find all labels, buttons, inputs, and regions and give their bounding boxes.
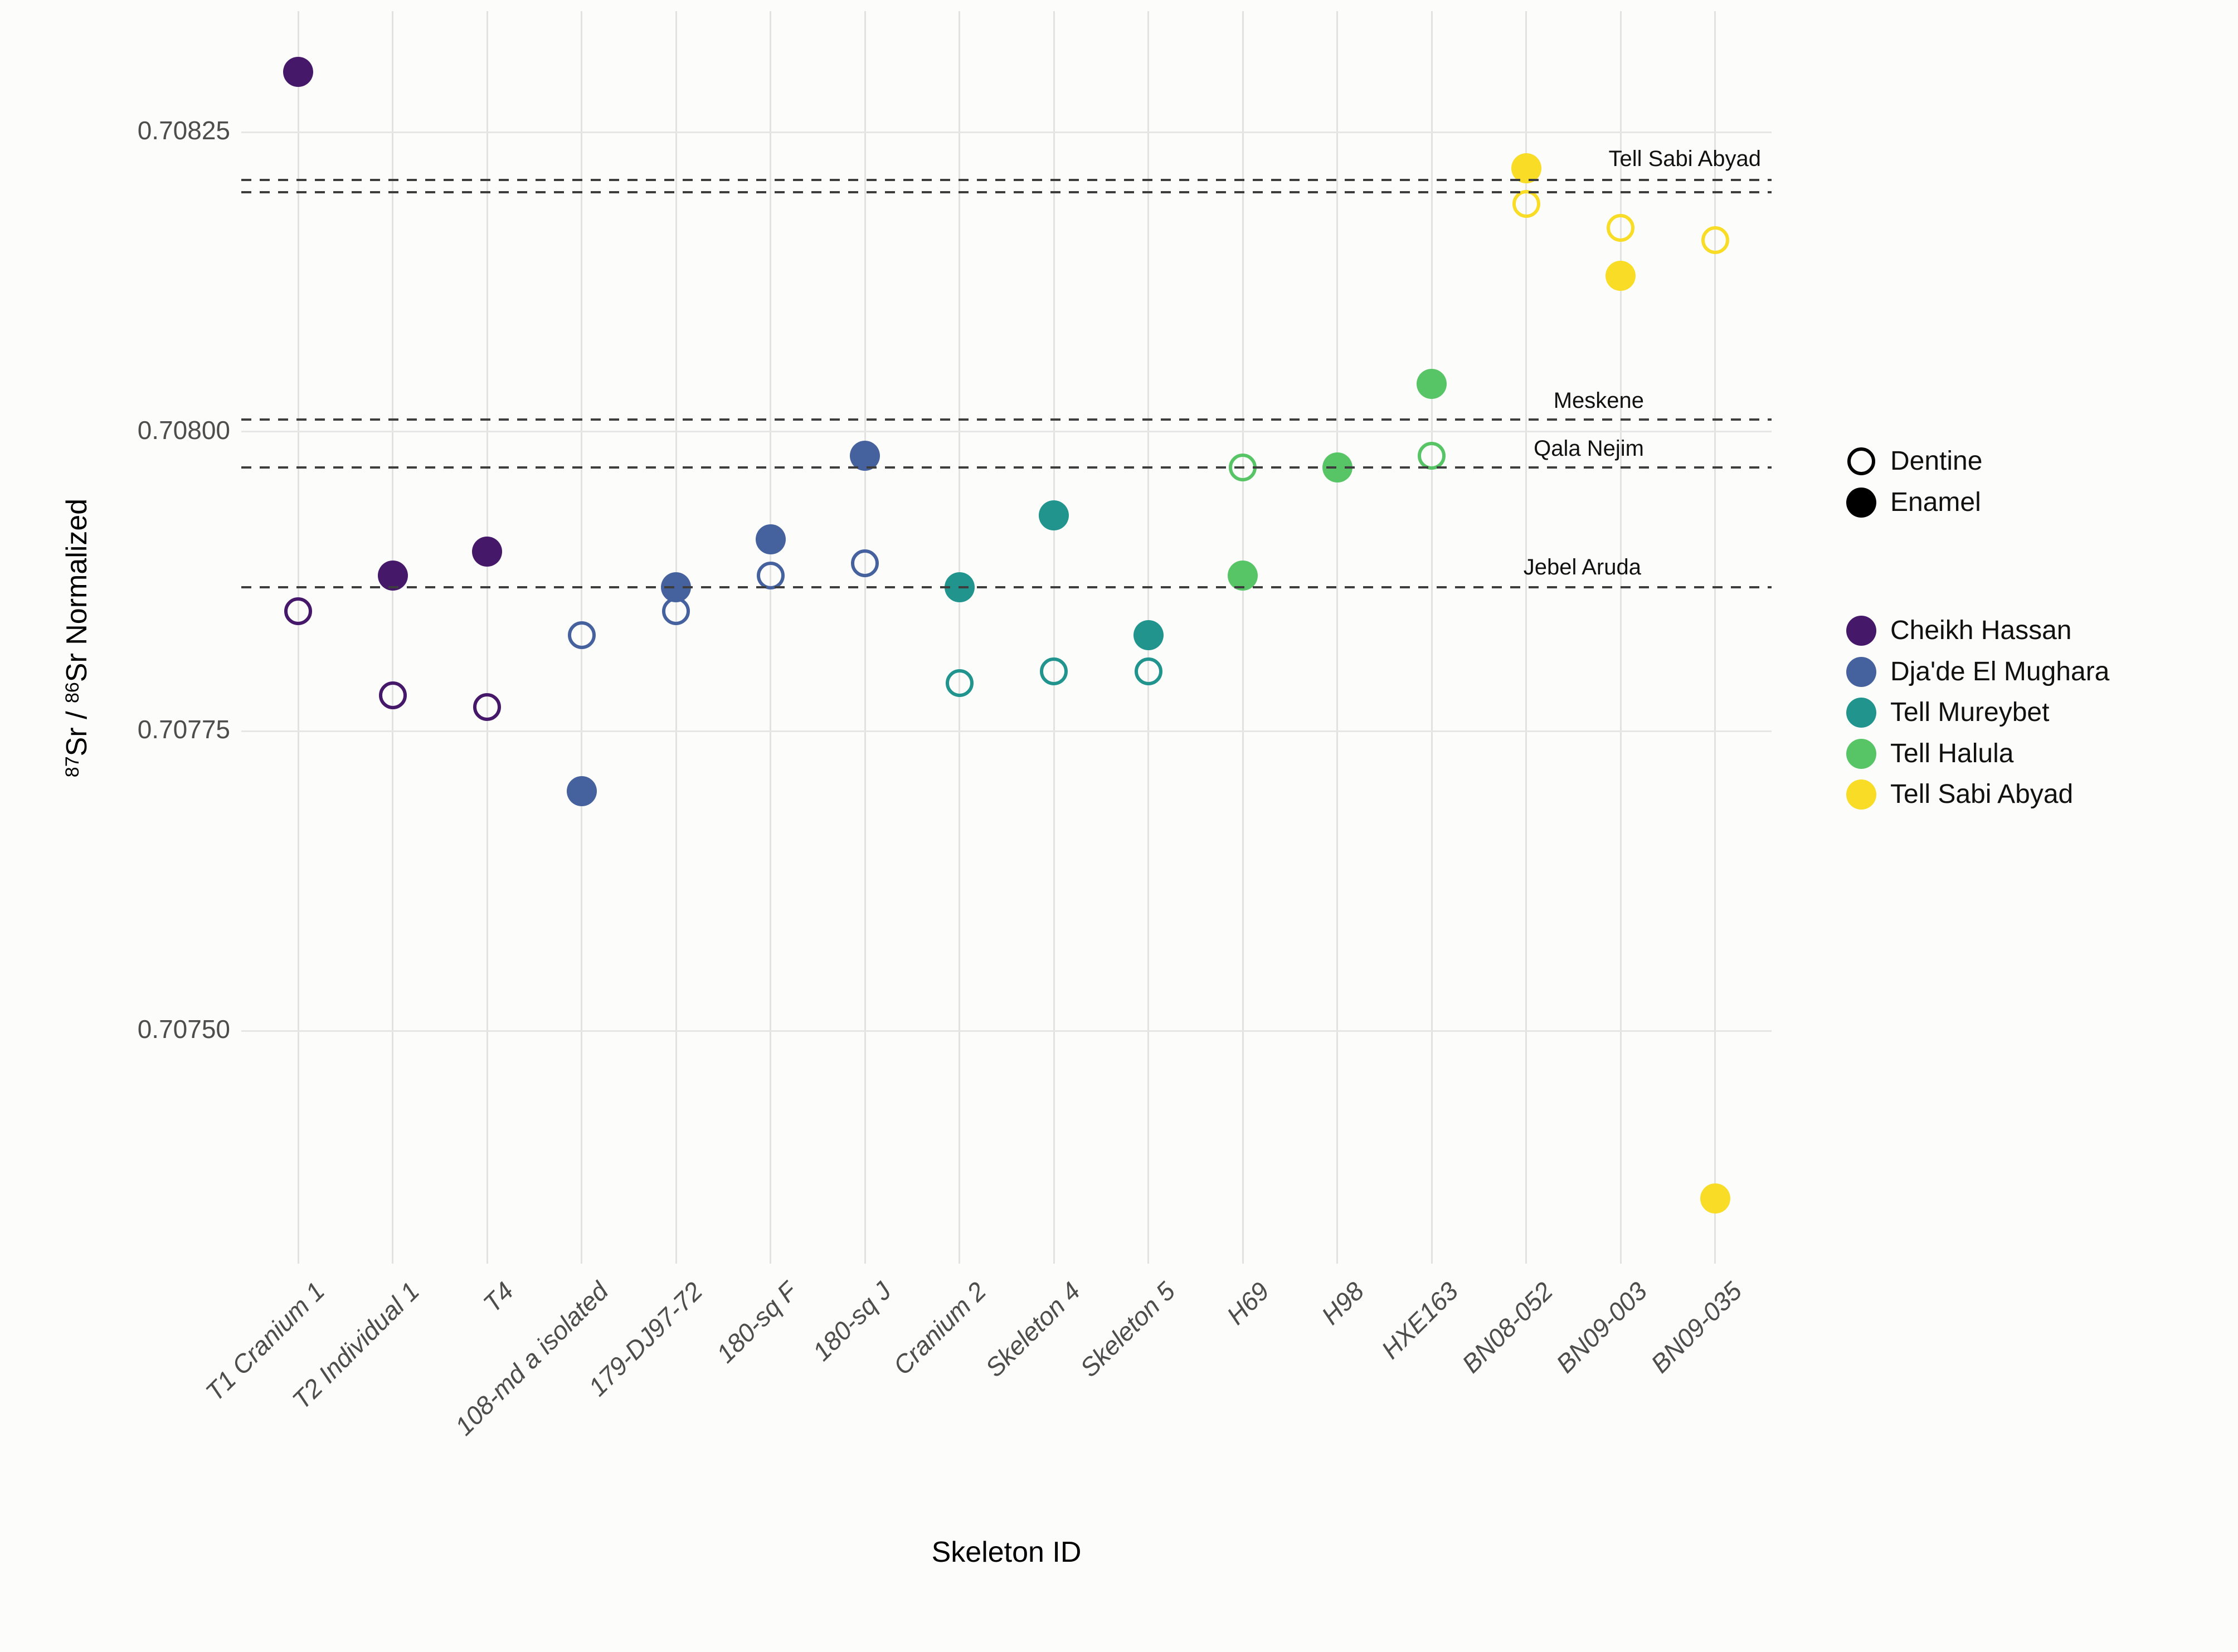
data-point-enamel <box>1700 1183 1730 1214</box>
x-gridline <box>1619 11 1622 1264</box>
y-tick-label: 0.70800 <box>137 415 230 445</box>
data-point-enamel <box>850 440 880 471</box>
y-tick-label: 0.70825 <box>137 116 230 145</box>
data-point-enamel <box>472 536 502 567</box>
x-gridline <box>486 11 488 1264</box>
data-point-enamel <box>1417 368 1447 399</box>
data-point-dentine <box>1134 657 1162 685</box>
y-gridline <box>241 431 1772 433</box>
reference-line <box>241 466 1772 469</box>
legend-label-site: Cheikh Hassan <box>1890 616 2072 645</box>
y-gridline <box>241 131 1772 133</box>
legend-swatch-site <box>1846 738 1876 769</box>
data-point-dentine <box>473 693 501 722</box>
data-point-enamel <box>283 57 313 87</box>
data-point-dentine <box>945 669 974 698</box>
reference-line <box>241 418 1772 421</box>
y-axis-title-superscript-87: 87 <box>62 756 83 778</box>
data-point-enamel <box>566 776 597 806</box>
x-gridline <box>959 11 960 1264</box>
data-point-dentine <box>378 681 407 709</box>
y-tick-label: 0.70775 <box>137 715 230 744</box>
data-point-enamel <box>377 560 408 591</box>
x-gridline <box>675 11 677 1264</box>
x-gridline <box>1053 11 1055 1264</box>
legend-label-site: Tell Halula <box>1890 738 2014 768</box>
legend-swatch-site <box>1846 779 1876 810</box>
data-point-enamel <box>1511 153 1541 183</box>
data-point-enamel <box>1039 500 1069 531</box>
data-point-enamel <box>1228 560 1258 591</box>
data-point-dentine <box>1512 190 1540 218</box>
legend-label-site: Tell Sabi Abyad <box>1890 779 2074 809</box>
y-tick-label: 0.70750 <box>137 1015 230 1044</box>
legend-swatch-dentine <box>1847 447 1875 475</box>
y-gridline <box>241 730 1772 732</box>
reference-line <box>241 586 1772 589</box>
legend-swatch-site <box>1846 656 1876 687</box>
reference-line <box>241 191 1772 193</box>
x-gridline <box>1431 11 1433 1264</box>
legend-swatch-site <box>1846 616 1876 646</box>
x-gridline <box>1525 11 1527 1264</box>
data-point-dentine <box>662 597 690 626</box>
y-gridline <box>241 1030 1772 1032</box>
legend-label-site: Tell Mureybet <box>1890 698 2050 727</box>
x-gridline <box>1714 11 1716 1264</box>
data-point-enamel <box>1133 620 1164 651</box>
legend-label-enamel: Enamel <box>1890 488 1981 517</box>
x-gridline <box>1242 11 1244 1264</box>
data-point-enamel <box>1605 261 1636 291</box>
legend-label-site: Dja'de El Mughara <box>1890 656 2110 686</box>
data-point-dentine <box>756 561 785 589</box>
data-point-dentine <box>1701 226 1729 254</box>
x-gridline <box>1336 11 1338 1264</box>
strontium-isotope-scatter-figure: 87Sr / 86Sr Normalized 0.70825 0.70800 0.7… <box>61 11 2110 1568</box>
y-axis-title-superscript-86: 86 <box>62 682 83 704</box>
data-point-dentine <box>1040 657 1068 685</box>
x-gridline <box>864 11 866 1264</box>
reference-line-label: Qala Nejim <box>1534 436 1644 461</box>
legend-label-dentine: Dentine <box>1890 446 1983 476</box>
y-axis-title-text-2: Sr Normalized <box>61 498 93 683</box>
data-point-enamel <box>755 524 786 555</box>
legend-swatch-site <box>1846 698 1876 728</box>
reference-line-label: Meskene <box>1553 388 1644 413</box>
data-point-dentine <box>1607 214 1634 242</box>
reference-line-label: Jebel Aruda <box>1523 555 1641 580</box>
reference-line <box>241 179 1772 182</box>
legend-swatch-enamel <box>1846 488 1876 518</box>
data-point-dentine <box>851 549 879 578</box>
x-gridline <box>297 11 299 1264</box>
x-gridline <box>392 11 393 1264</box>
x-axis-title: Skeleton ID <box>931 1536 1082 1568</box>
data-point-dentine <box>284 597 312 626</box>
data-point-dentine <box>567 621 596 650</box>
reference-line-label: Tell Sabi Abyad <box>1608 147 1761 172</box>
x-gridline <box>770 11 771 1264</box>
